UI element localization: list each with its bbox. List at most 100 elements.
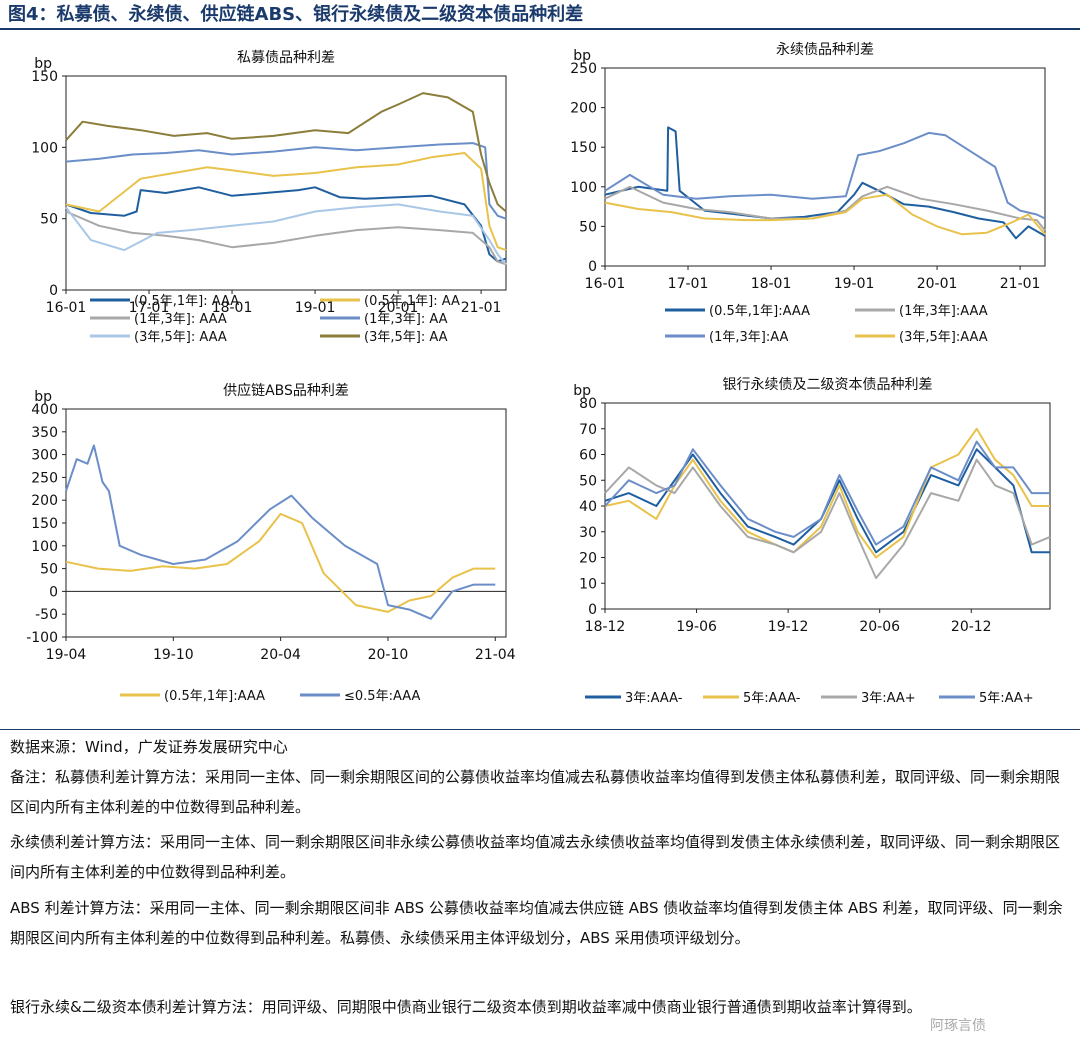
x-tick-label: 20-12 xyxy=(951,619,992,635)
note-private-placement: 备注：私募债利差计算方法：采用同一主体、同一剩余期限区间的公募债收益率均值减去私… xyxy=(10,768,1061,816)
y-tick-label: -100 xyxy=(26,630,58,646)
legend-label: (0.5年,1年]: AA xyxy=(364,294,460,309)
legend-label: 3年:AAA- xyxy=(625,691,683,706)
series-line-5 xyxy=(65,92,507,213)
source-note: 数据来源：Wind，广发证券发展研究中心 xyxy=(10,738,288,756)
y-tick-label: 200 xyxy=(570,101,597,117)
y-tick-label: 400 xyxy=(31,402,58,418)
plot-frame xyxy=(604,67,1046,267)
legend-label: (1年,3年]: AAA xyxy=(134,312,227,327)
legend-label: (0.5年,1年]:AAA xyxy=(164,689,265,704)
y-axis-label: bp xyxy=(34,56,52,72)
legend-label: (1年,3年]: AA xyxy=(364,312,448,327)
y-tick-label: 40 xyxy=(579,499,597,515)
y-tick-label: 30 xyxy=(579,525,597,541)
legend-label: (3年,5年]: AA xyxy=(364,330,448,345)
y-axis-label: bp xyxy=(573,48,591,64)
y-tick-label: 100 xyxy=(570,180,597,196)
series-line-1 xyxy=(604,185,1046,232)
chart-title: 永续债品种利差 xyxy=(776,41,874,58)
series-line-1 xyxy=(65,444,496,620)
x-tick-label: 20-04 xyxy=(260,647,301,663)
series-line-4 xyxy=(65,203,507,265)
chart-title: 银行永续债及二级资本债品种利差 xyxy=(723,376,933,393)
x-tick-label: 20-06 xyxy=(859,619,900,635)
note-bank: 银行永续&二级资本债利差计算方法：用同评级、同期限中债商业银行二级资本债到期收益… xyxy=(10,998,922,1016)
y-tick-label: 250 xyxy=(570,61,597,77)
y-tick-label: 0 xyxy=(588,259,597,275)
chart-bank-perpetual-tier2-spread: 银行永续债及二级资本债品种利差 bp 0 10 20 30 40 50 60 70 80 18-12 1… xyxy=(573,376,1051,706)
x-tick-label: 18-12 xyxy=(585,619,626,635)
y-tick-label: 70 xyxy=(579,422,597,438)
figure-title: 图4：私募债、永续债、供应链ABS、银行永续债及二级资本债品种利差 xyxy=(0,0,1080,30)
y-tick-label: 60 xyxy=(579,448,597,464)
chart-title: 私募债品种利差 xyxy=(237,50,335,66)
series-line-0 xyxy=(65,186,507,263)
legend-label: (3年,5年]: AAA xyxy=(134,330,227,345)
chart-perpetual-bond-spread: 永续债品种利差 bp 0 50 100 150 200 250 16-01 17-01 18-01 1… xyxy=(570,41,1046,345)
x-tick-label: 17-01 xyxy=(668,276,709,292)
y-tick-label: 350 xyxy=(31,425,58,441)
legend-label: ≤0.5年:AAA xyxy=(344,689,420,704)
legend-label: 5年:AA+ xyxy=(979,691,1034,706)
y-tick-label: 50 xyxy=(40,212,58,228)
series-line-2 xyxy=(65,210,507,266)
x-tick-label: 20-10 xyxy=(368,647,409,663)
y-tick-label: 20 xyxy=(579,551,597,567)
y-tick-label: 50 xyxy=(40,562,58,578)
y-axis-label: bp xyxy=(34,389,52,405)
y-tick-label: -50 xyxy=(35,607,58,623)
x-tick-label: 18-01 xyxy=(212,300,253,316)
y-tick-label: 100 xyxy=(31,539,58,555)
divider xyxy=(0,729,1080,730)
y-tick-label: 250 xyxy=(31,470,58,486)
x-tick-label: 18-01 xyxy=(751,276,792,292)
plot-frame xyxy=(65,75,507,291)
x-tick-label: 20-01 xyxy=(378,300,419,316)
x-tick-label: 21-04 xyxy=(475,647,516,663)
x-tick-label: 17-01 xyxy=(129,300,170,316)
x-tick-label: 19-06 xyxy=(676,619,717,635)
y-tick-label: 150 xyxy=(31,69,58,85)
x-tick-label: 20-01 xyxy=(917,276,958,292)
legend-label: (1年,3年]:AA xyxy=(709,330,788,345)
chart-supply-chain-abs-spread: 供应链ABS品种利差 bp -100 -50 0 50 100 150 200 250 300 350… xyxy=(26,382,516,704)
series-line-0 xyxy=(65,512,496,613)
note-abs: ABS 利差计算方法：采用同一主体、同一剩余期限区间非 ABS 公募债收益率均值… xyxy=(10,899,1063,947)
y-tick-label: 150 xyxy=(570,140,597,156)
y-tick-label: 80 xyxy=(579,396,597,412)
y-tick-label: 0 xyxy=(49,584,58,600)
x-tick-label: 19-10 xyxy=(153,647,194,663)
x-tick-label: 16-01 xyxy=(46,300,87,316)
series-line-3 xyxy=(65,142,507,220)
note-perpetual: 永续债利差计算方法：采用同一主体、同一剩余期限区间非永续公募债收益率均值减去永续… xyxy=(10,833,1061,881)
x-tick-label: 21-01 xyxy=(461,300,502,316)
x-tick-label: 19-12 xyxy=(768,619,809,635)
series-line-0 xyxy=(604,448,1050,554)
x-tick-label: 21-01 xyxy=(1000,276,1041,292)
legend-label: (0.5年,1年]: AAA xyxy=(134,294,239,309)
legend-label: 3年:AA+ xyxy=(861,691,916,706)
x-tick-label: 19-04 xyxy=(46,647,87,663)
y-tick-label: 300 xyxy=(31,448,58,464)
chart-title: 供应链ABS品种利差 xyxy=(223,382,349,399)
y-tick-label: 150 xyxy=(31,516,58,532)
series-line-2 xyxy=(604,131,1046,220)
series-line-1 xyxy=(65,152,507,252)
series-line-2 xyxy=(604,458,1051,580)
y-tick-label: 50 xyxy=(579,219,597,235)
series-line-3 xyxy=(604,193,1046,236)
y-axis-label: bp xyxy=(573,383,591,399)
y-tick-label: 0 xyxy=(49,283,58,299)
watermark: 阿琢言债 xyxy=(930,1018,986,1034)
legend-label: (0.5年,1年]:AAA xyxy=(709,304,810,319)
x-tick-label: 19-01 xyxy=(295,300,336,316)
legend-label: 5年:AAA- xyxy=(743,691,801,706)
x-tick-label: 19-01 xyxy=(834,276,875,292)
chart-private-placement-spread: 私募债品种利差 bp 0 50 100 150 16-01 17-01 18-01 19-01 20… xyxy=(31,50,507,345)
x-tick-label: 16-01 xyxy=(585,276,626,292)
y-tick-label: 200 xyxy=(31,493,58,509)
plot-frame xyxy=(65,408,507,638)
series-line-1 xyxy=(604,427,1050,559)
y-tick-label: 0 xyxy=(588,602,597,618)
